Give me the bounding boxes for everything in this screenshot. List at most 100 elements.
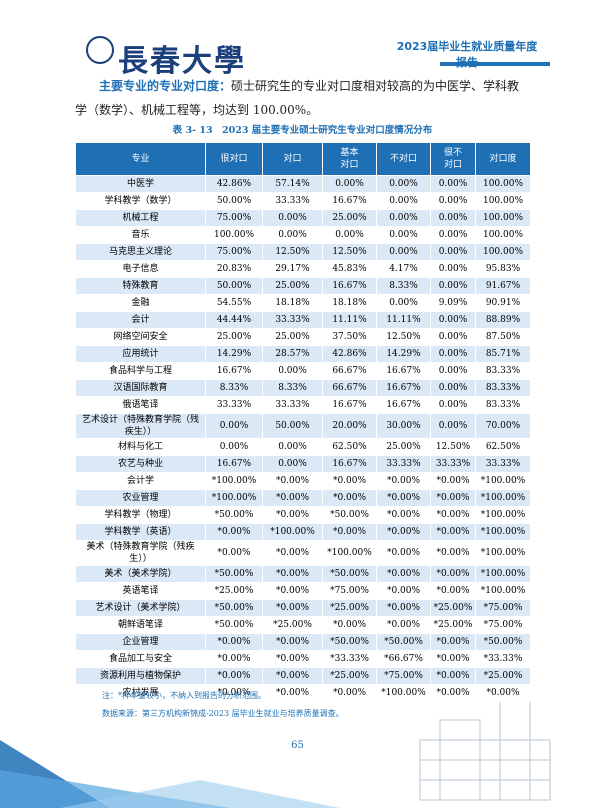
cell-value: *0.00% (262, 582, 323, 600)
cell-value: 0.00% (430, 260, 476, 278)
cell-value: 14.29% (205, 345, 263, 363)
cell-value: *100.00% (475, 582, 531, 600)
cell-value: *0.00% (262, 633, 323, 651)
cell-value: *50.00% (322, 506, 377, 524)
cell-value: 91.67% (475, 277, 531, 295)
cell-value: 33.33% (262, 311, 323, 329)
cell-value: 12.50% (430, 438, 476, 456)
cell-value: 12.50% (322, 243, 377, 261)
cell-major: 美术（特殊教育学院（残疾生）） (75, 540, 206, 566)
cell-value: *25.00% (205, 582, 263, 600)
table-row: 金融 54.55% 18.18% 18.18% 0.00% 9.09% 90.91% (75, 294, 531, 312)
cell-value: *0.00% (376, 472, 431, 490)
table-row: 马克思主义理论 75.00% 12.50% 12.50% 0.00% 0.00% 100.0… (75, 243, 531, 261)
table-row: 农艺与种业 16.67% 0.00% 16.67% 33.33% 33.33% 33.33% (75, 455, 531, 473)
cell-value: 100.00% (205, 226, 263, 244)
cell-major: 中医学 (75, 175, 206, 193)
cell-value: *25.00% (430, 616, 476, 634)
cell-value: 16.67% (376, 396, 431, 414)
cell-value: 12.50% (376, 328, 431, 346)
cell-value: *75.00% (475, 616, 531, 634)
cell-value: *0.00% (430, 472, 476, 490)
cell-value: *0.00% (475, 684, 531, 702)
cell-value: *0.00% (262, 489, 323, 507)
cell-value: 0.00% (262, 362, 323, 380)
cell-value: 37.50% (322, 328, 377, 346)
column-header: 基本对口 (322, 142, 377, 176)
header-row: 专业 很对口 对口 基本对口 不对口 很不对口 对口度 (75, 142, 531, 176)
cell-value: *0.00% (376, 616, 431, 634)
cell-value: 0.00% (430, 379, 476, 397)
cell-value: *0.00% (430, 523, 476, 541)
header-text: 对口度 (489, 154, 517, 164)
cell-value: 0.00% (430, 226, 476, 244)
cell-value: *0.00% (376, 599, 431, 617)
cell-value: *0.00% (262, 599, 323, 617)
cell-value: 0.00% (430, 328, 476, 346)
cell-value: 11.11% (376, 311, 431, 329)
cell-major: 食品科学与工程 (75, 362, 206, 380)
cell-value: *0.00% (205, 523, 263, 541)
table-row: 应用统计 14.29% 28.57% 42.86% 14.29% 0.00% 85.71% (75, 345, 531, 363)
table-caption: 表 3- 13 2023 届主要专业硕士研究生专业对口度情况分布 (172, 125, 433, 136)
cell-value: *0.00% (430, 506, 476, 524)
cell-value: *0.00% (262, 565, 323, 583)
cell-major: 会计 (75, 311, 206, 329)
cell-value: *0.00% (430, 489, 476, 507)
cell-value: 28.57% (262, 345, 323, 363)
paragraph: 主要专业的专业对口度：硕士研究生的专业对口度相对较高的为中医学、学科教学（数学）… (75, 74, 530, 122)
cell-value: *50.00% (322, 565, 377, 583)
cell-value: 33.33% (262, 192, 323, 210)
cell-value: *100.00% (475, 506, 531, 524)
cell-major: 艺术设计（美术学院） (75, 599, 206, 617)
cell-value: 25.00% (262, 277, 323, 295)
cell-value: 0.00% (430, 311, 476, 329)
cell-value: 87.50% (475, 328, 531, 346)
cell-value: 9.09% (430, 294, 476, 312)
cell-value: *25.00% (475, 667, 531, 685)
cell-value: 25.00% (376, 438, 431, 456)
cell-value: *50.00% (205, 616, 263, 634)
cell-major: 农艺与种业 (75, 455, 206, 473)
cell-value: 33.33% (376, 455, 431, 473)
cell-value: 0.00% (376, 294, 431, 312)
column-header: 很对口 (205, 142, 263, 176)
cell-value: *100.00% (205, 472, 263, 490)
cell-value: *33.33% (475, 650, 531, 668)
cell-value: *0.00% (262, 472, 323, 490)
cell-value: 75.00% (205, 209, 263, 227)
cell-value: *50.00% (205, 599, 263, 617)
source: 数据来源：第三方机构新锦成-2023 届毕业生就业与培养质量调查。 (102, 709, 344, 718)
logo-text: 長春大學 (118, 44, 246, 79)
cell-value: *0.00% (376, 523, 431, 541)
cell-value: *100.00% (475, 540, 531, 566)
cell-value: 8.33% (376, 277, 431, 295)
cell-major: 学科教学（数学） (75, 192, 206, 210)
cell-value: 42.86% (322, 345, 377, 363)
cell-value: 50.00% (205, 277, 263, 295)
cell-value: *50.00% (322, 633, 377, 651)
cell-value: 20.83% (205, 260, 263, 278)
cell-value: *0.00% (430, 633, 476, 651)
cell-value: 0.00% (430, 209, 476, 227)
cell-value: *0.00% (322, 472, 377, 490)
cell-major: 农村发展 (75, 684, 206, 702)
header-text: 专业 (131, 154, 150, 164)
cell-value: 0.00% (322, 226, 377, 244)
cell-major: 特殊教育 (75, 277, 206, 295)
cell-value: 83.33% (475, 396, 531, 414)
cell-value: *0.00% (205, 684, 263, 702)
header-text: 很不对口 (443, 148, 462, 170)
cell-value: 16.67% (205, 455, 263, 473)
cell-value: 4.17% (376, 260, 431, 278)
cell-major: 企业管理 (75, 633, 206, 651)
note: 注：*样本量较小，不纳入到报告的分析范围。 (102, 691, 266, 700)
cell-major: 美术（美术学院） (75, 565, 206, 583)
cell-value: 16.67% (322, 192, 377, 210)
cell-major: 俄语笔译 (75, 396, 206, 414)
cell-value: 0.00% (430, 362, 476, 380)
cell-value: 0.00% (262, 438, 323, 456)
cell-value: 0.00% (376, 209, 431, 227)
cell-value: 0.00% (430, 243, 476, 261)
table-row: 农村发展 *0.00% *0.00% *0.00% *100.00% *0.00% *0.0… (75, 684, 531, 702)
